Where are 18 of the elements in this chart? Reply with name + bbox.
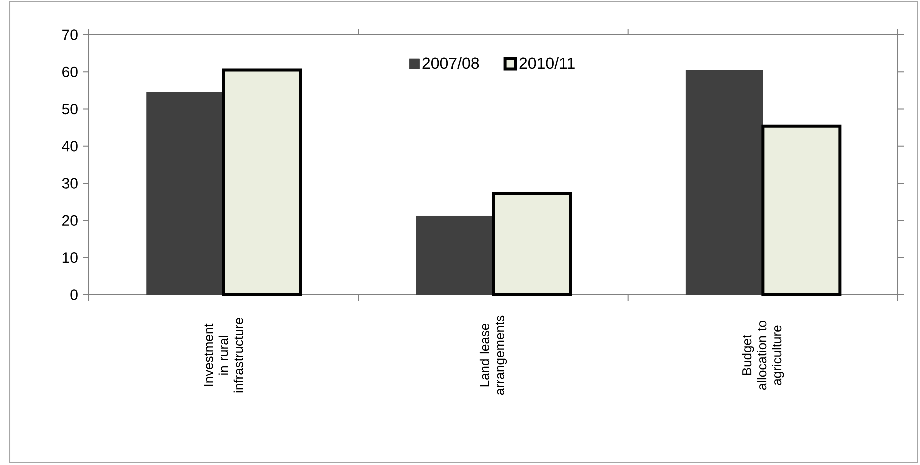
bar bbox=[492, 192, 572, 296]
bar bbox=[686, 70, 764, 296]
y-tick-label: 60 bbox=[62, 66, 78, 78]
y-tick-label: 20 bbox=[62, 215, 78, 226]
y-tick-label: 50 bbox=[62, 104, 78, 115]
y-tick-label: 0 bbox=[70, 290, 78, 300]
y-tick-label: 30 bbox=[62, 178, 78, 189]
bar bbox=[146, 92, 224, 296]
y-tick-label: 40 bbox=[62, 141, 78, 152]
x-tick-label: Budget allocation to agriculture bbox=[742, 321, 784, 390]
y-tick-label: 70 bbox=[62, 30, 78, 40]
y-tick-label: 10 bbox=[62, 252, 78, 264]
bar bbox=[762, 124, 842, 296]
bar bbox=[222, 68, 302, 296]
x-tick-label: Land lease arrangements bbox=[480, 316, 508, 396]
legend-label: 2010/11 bbox=[520, 57, 575, 70]
x-tick-label: Investment in rural infrastructure bbox=[204, 318, 244, 393]
legend-label: 2007/08 bbox=[422, 57, 480, 70]
